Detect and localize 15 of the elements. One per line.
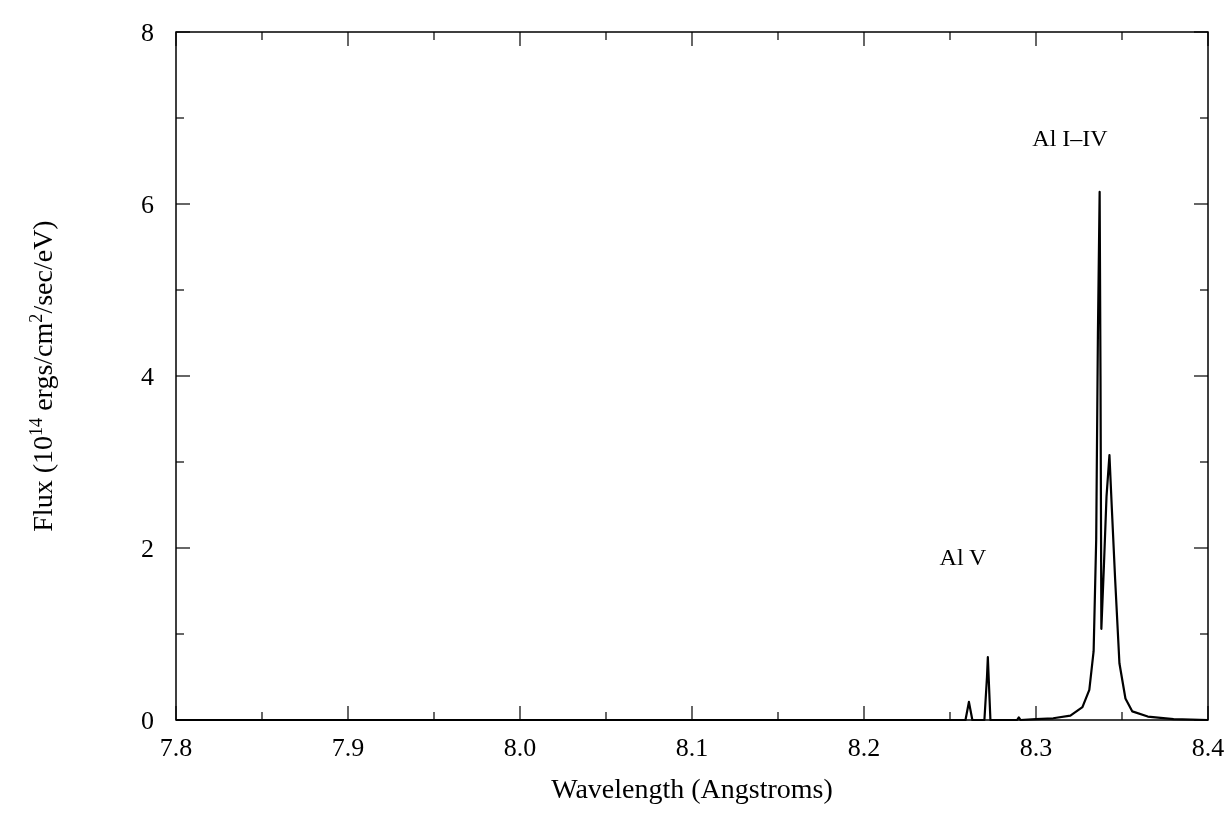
y-tick-label: 2 <box>141 534 154 563</box>
y-tick-label: 0 <box>141 706 154 735</box>
x-tick-label: 7.8 <box>159 733 193 762</box>
x-axis-title: Wavelength (Angstroms) <box>551 773 833 804</box>
y-tick-label: 4 <box>141 362 154 391</box>
x-tick-label: 8.2 <box>847 733 881 762</box>
y-tick-label: 8 <box>141 18 154 47</box>
x-tick-label: 8.4 <box>1191 733 1225 762</box>
text: 8.0 <box>503 733 537 762</box>
annotation: Al I–IV <box>1032 125 1109 151</box>
x-tick-label: 8.1 <box>675 733 709 762</box>
x-tick-label: 7.9 <box>331 733 365 762</box>
x-tick-label: 8.3 <box>1019 733 1053 762</box>
y-tick-label: 6 <box>141 190 154 219</box>
annotation: Al V <box>939 544 988 570</box>
